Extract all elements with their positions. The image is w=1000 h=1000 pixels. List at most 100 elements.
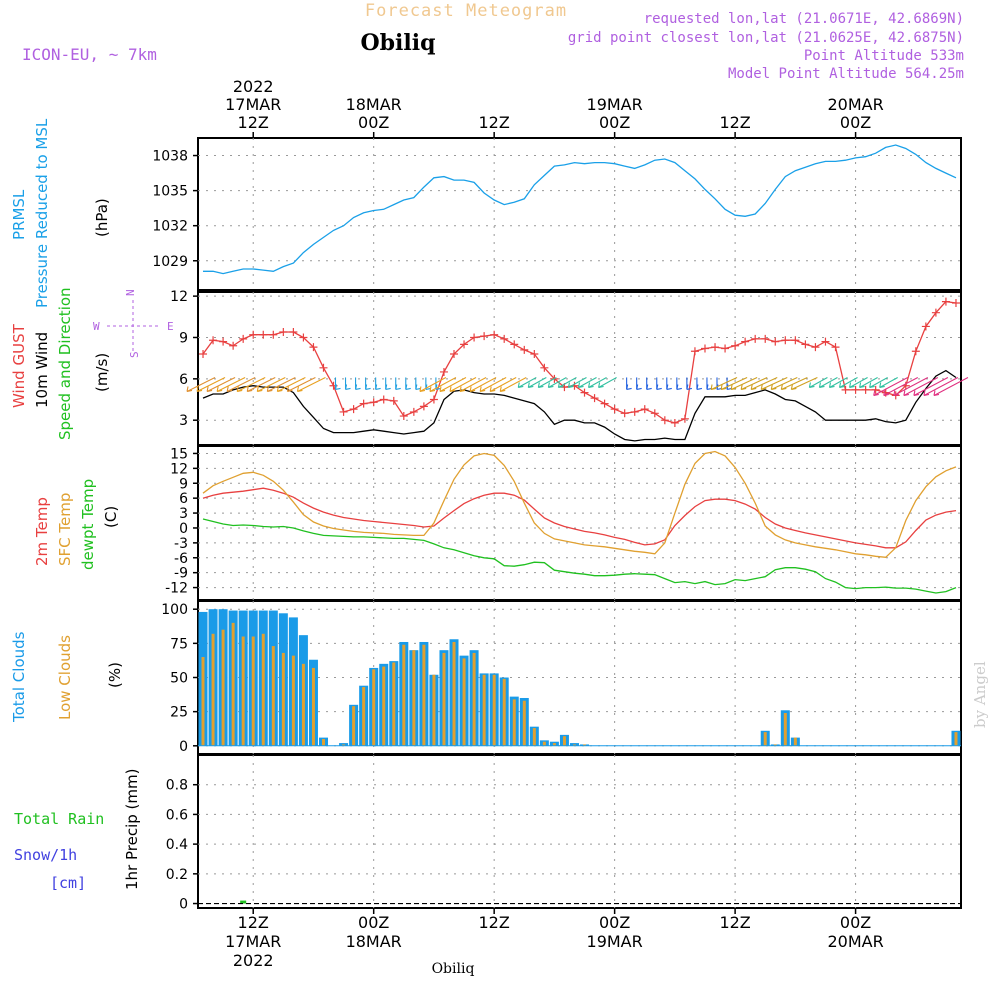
y-tick-label: 0: [179, 897, 188, 913]
wind-direction-arrow: [819, 376, 838, 388]
total-clouds-label: Total Clouds: [10, 631, 28, 723]
pressure-label-a: PRMSL: [10, 189, 28, 240]
wind-arrow-head: [499, 386, 506, 392]
low-cloud-bar: [241, 636, 245, 746]
wind-arrow-head: [656, 384, 662, 390]
x-label-top-hour: 12Z: [479, 113, 510, 132]
wind-arrow-head: [740, 384, 747, 390]
wind-direction-arrow: [449, 376, 477, 392]
compass-south: S: [128, 351, 141, 358]
gust-marker: [450, 350, 459, 359]
gust-marker: [871, 385, 880, 394]
x-label-bottom-hour: 00Z: [840, 913, 871, 932]
gust-marker: [941, 297, 950, 306]
gust-marker: [821, 337, 830, 346]
low-cloud-bar: [522, 700, 526, 746]
gust-marker: [500, 334, 509, 343]
wind-arrow-head: [818, 382, 825, 388]
low-cloud-bar: [211, 633, 215, 746]
low-cloud-bar: [432, 674, 436, 746]
low-cloud-bar: [402, 644, 406, 746]
gust-marker: [249, 330, 258, 339]
wind-arrow-head: [893, 390, 899, 396]
wind-arrow-head: [760, 384, 767, 390]
low-cloud-bar: [372, 669, 376, 746]
wind-arrow-head: [770, 384, 777, 390]
speed-direction-label: Speed and Direction: [56, 287, 74, 440]
low-cloud-bar: [442, 652, 446, 746]
low-cloud-bar: [392, 662, 396, 746]
y-tick-label: 0: [179, 521, 188, 537]
wind-direction-arrow: [267, 376, 296, 392]
low-cloud-bar: [783, 713, 787, 746]
gust-marker: [851, 385, 860, 394]
wind-arrow-head: [780, 384, 787, 390]
wind-arrow-head: [419, 386, 426, 392]
wind-arrow-head: [296, 386, 303, 392]
gust-marker: [921, 322, 930, 331]
wind-arrow-head: [344, 384, 351, 390]
wind-arrow-head: [828, 382, 835, 388]
y-tick-label: 0.6: [166, 807, 188, 823]
wind-direction-arrow: [429, 376, 457, 392]
wind-arrow-head: [216, 386, 223, 392]
gust-marker: [931, 308, 940, 317]
wind-arrow-head: [365, 384, 371, 390]
low-clouds-label: Low Clouds: [56, 635, 74, 720]
wind-arrow-head: [626, 384, 632, 390]
gust-marker: [199, 350, 208, 359]
gust-marker: [771, 337, 780, 346]
wind-direction-arrow: [849, 376, 868, 388]
low-cloud-bar: [552, 743, 556, 746]
snow-label: Snow/1h: [14, 846, 77, 864]
low-cloud-bar: [382, 666, 386, 746]
low-cloud-bar: [462, 658, 466, 746]
low-cloud-bar: [412, 650, 416, 746]
wind-arrow-head: [459, 386, 466, 392]
gust-marker: [319, 363, 328, 372]
wind-direction-arrow: [518, 376, 537, 388]
wind-arrow-head: [266, 386, 273, 392]
gust-marker: [700, 344, 709, 353]
gust-marker: [741, 337, 750, 346]
wind-arrow-head: [869, 382, 875, 388]
footer-location: Obiliq: [432, 961, 475, 977]
clouds-unit: (%): [106, 662, 124, 688]
y-tick-label: 25: [170, 705, 188, 721]
wind-direction-arrow: [913, 376, 949, 396]
compass-north: N: [124, 289, 137, 296]
low-cloud-bar: [954, 732, 958, 746]
wind-direction-arrow: [206, 376, 236, 392]
wind-arrow-head: [588, 382, 594, 388]
y-tick-label: 3: [179, 506, 188, 522]
low-cloud-bar: [281, 652, 285, 746]
wind-arrow-head: [489, 386, 496, 392]
wind-direction-arrow: [548, 376, 567, 388]
wind-direction-arrow: [489, 376, 517, 392]
wind-arrow-head: [385, 384, 391, 390]
low-cloud-bar: [271, 646, 275, 746]
wind-arrow-head: [256, 386, 263, 392]
wind-arrow-head: [375, 384, 381, 390]
series-line-2m-temp: [202, 487, 957, 549]
wind-direction-arrow: [879, 376, 898, 388]
gust-marker: [590, 394, 599, 403]
low-cloud-bar: [261, 633, 265, 746]
wind-direction-arrow: [247, 376, 276, 392]
wind-direction-arrow: [538, 376, 557, 388]
low-cloud-bar: [472, 652, 476, 746]
low-cloud-bar: [502, 678, 506, 746]
wind-arrow-head: [567, 382, 574, 388]
gust-marker: [610, 405, 619, 414]
panel-precip: 0 0.2 0.4 0.6 0.8: [166, 754, 962, 913]
gust-marker: [490, 330, 499, 339]
y-tick-label: 75: [170, 636, 188, 652]
y-tick-label: 100: [161, 602, 188, 618]
y-tick-label: 1032: [152, 219, 188, 235]
gust-marker: [721, 344, 730, 353]
wind-arrow-head: [730, 384, 737, 390]
wind-unit: (m/s): [93, 353, 111, 392]
wind-arrow-head: [206, 386, 213, 392]
wind-direction-arrow: [750, 376, 778, 390]
wind-direction-arrow: [933, 376, 969, 396]
